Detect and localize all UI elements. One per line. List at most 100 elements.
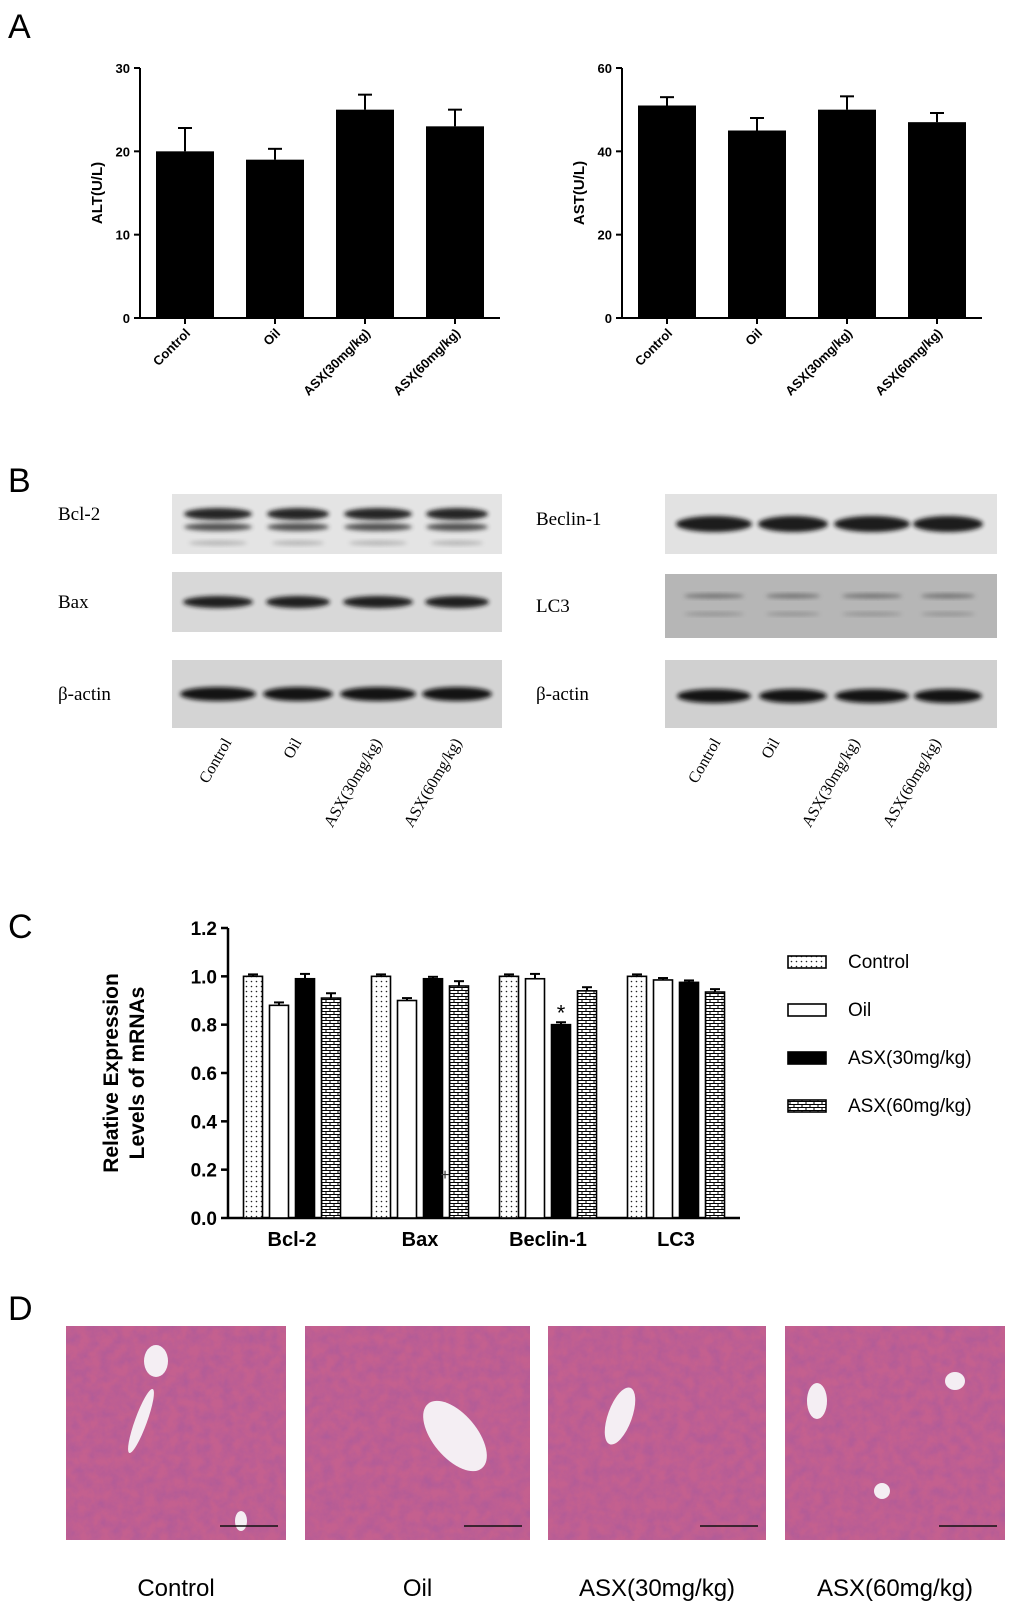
x-tick-label-oil: Oil (742, 326, 765, 349)
y-tick-label: 1.0 (191, 967, 217, 988)
bar-bcl-2-oil (268, 1004, 290, 1219)
histology-image-asx-60mg-kg (785, 1326, 1005, 1540)
bar-asx-60mg-kg (908, 122, 966, 319)
histology-caption-oil: Oil (403, 1575, 432, 1602)
legend-label-asx-30mg-kg: ASX(30mg/kg) (848, 1048, 972, 1069)
left-lane-label-asx-60mg-kg: ASX(60mg/kg) (401, 736, 466, 831)
left-band-bcl-2-asx-30mg-kg (344, 523, 412, 531)
bar-bcl-2-control (242, 975, 264, 1219)
right-band-actin-asx-30mg-kg (835, 689, 909, 703)
left-lane-label-oil: Oil (281, 735, 306, 762)
panel-label-d: D (8, 1290, 33, 1328)
left-band-bcl-2-asx-60mg-kg (431, 540, 483, 546)
right-band-beclin-1-asx-30mg-kg (834, 516, 910, 532)
left-band-bcl-2-control (184, 508, 252, 520)
x-tick-label-asx-30mg-kg: ASX(30mg/kg) (300, 326, 373, 399)
y-tick-label: 0.6 (191, 1064, 217, 1085)
legend-label-asx-60mg-kg: ASX(60mg/kg) (848, 1096, 972, 1117)
right-band-actin-oil (759, 689, 827, 703)
y-tick-label: 20 (598, 228, 612, 243)
right-row-label-lc3: LC3 (536, 596, 570, 617)
bar-bcl-2-asx-30mg-kg (294, 977, 316, 1219)
y-tick-label: 20 (116, 144, 130, 159)
y-tick-label: 0.4 (191, 1112, 218, 1133)
right-row-label-actin: β-actin (536, 684, 589, 705)
bar-bax-asx-60mg-kg (448, 985, 470, 1219)
histology-caption-asx-60mg-kg: ASX(60mg/kg) (817, 1575, 973, 1602)
left-band-bcl-2-oil (267, 523, 329, 531)
right-band-lc3-asx-30mg-kg (842, 593, 902, 599)
y-tick-label: 0 (605, 311, 612, 326)
legend-swatch-asx-30mg-kg (787, 1051, 827, 1065)
right-lane-label-asx-30mg-kg: ASX(30mg/kg) (799, 736, 864, 831)
left-band-bax-oil (266, 596, 330, 608)
left-band-bax-asx-30mg-kg (343, 596, 413, 608)
left-row-label-actin: β-actin (58, 684, 111, 705)
x-tick-label-bax: Bax (402, 1229, 439, 1251)
left-band-bax-control (183, 596, 253, 608)
x-tick-label-asx-60mg-kg: ASX(60mg/kg) (872, 326, 945, 399)
alt-bar-chart: 0 10 20 30 ALT(U/L) Control Oil ASX(30mg/kg) ASX… (89, 61, 500, 398)
tissue-section (548, 1326, 766, 1540)
right-band-lc3-oil (766, 612, 820, 616)
central-vein (874, 1483, 890, 1499)
histology-caption-control: Control (137, 1575, 214, 1602)
x-tick-label-bcl-2: Bcl-2 (268, 1229, 317, 1251)
y-tick-label: 0.0 (191, 1209, 217, 1230)
bar-control (156, 151, 214, 318)
y-axis-title-line: Relative Expression (100, 973, 123, 1173)
annotation-plus: + (440, 1167, 449, 1184)
left-band-actin-oil (263, 687, 333, 701)
central-vein (128, 1388, 154, 1454)
bar-beclin-1-oil (524, 977, 546, 1219)
bar-control (638, 105, 696, 318)
right-lane-label-asx-60mg-kg: ASX(60mg/kg) (880, 736, 945, 831)
bar-asx-30mg-kg (818, 109, 876, 319)
left-row-label-bcl-2: Bcl-2 (58, 504, 100, 525)
right-lane-label-oil: Oil (759, 735, 784, 762)
right-band-actin-asx-60mg-kg (914, 689, 982, 703)
x-tick-label-control: Control (632, 326, 675, 369)
right-band-lc3-asx-60mg-kg (921, 612, 975, 616)
x-tick-label-control: Control (150, 326, 193, 369)
central-vein (235, 1511, 247, 1531)
panel-label-a: A (8, 8, 31, 46)
left-band-bcl-2-oil (267, 508, 329, 520)
left-band-bax-asx-60mg-kg (425, 596, 489, 608)
legend-label-oil: Oil (848, 1000, 871, 1021)
histology-image-oil (305, 1326, 530, 1540)
left-band-actin-asx-60mg-kg (422, 687, 492, 701)
left-lane-label-control: Control (196, 735, 235, 786)
panel-label-c: C (8, 908, 33, 946)
bar-lc3-oil (652, 979, 674, 1219)
y-tick-label: 0.2 (191, 1161, 217, 1182)
legend-label-control: Control (848, 952, 909, 973)
histology-image-control (66, 1326, 286, 1540)
right-band-lc3-asx-60mg-kg (921, 593, 975, 599)
y-tick-label: 40 (598, 144, 612, 159)
right-band-beclin-1-oil (758, 516, 828, 532)
left-row-label-bax: Bax (58, 592, 89, 613)
x-tick-label-lc3: LC3 (657, 1229, 695, 1251)
bar-lc3-control (626, 975, 648, 1219)
left-band-bcl-2-control (184, 523, 252, 531)
y-axis-title: Relative Expression Levels of mRNAs (100, 973, 149, 1173)
x-tick-label-beclin-1: Beclin-1 (509, 1229, 587, 1251)
x-tick-label-asx-30mg-kg: ASX(30mg/kg) (782, 326, 855, 399)
bar-lc3-asx-60mg-kg (704, 991, 726, 1219)
left-lane-label-asx-30mg-kg: ASX(30mg/kg) (321, 736, 386, 831)
tissue-section (305, 1326, 530, 1540)
right-band-beclin-1-asx-60mg-kg (913, 516, 983, 532)
left-band-bcl-2-asx-60mg-kg (426, 508, 488, 520)
left-band-bcl-2-asx-30mg-kg (344, 508, 412, 520)
bar-bcl-2-asx-60mg-kg (320, 997, 342, 1219)
right-band-lc3-control (684, 612, 744, 616)
y-tick-label: 30 (116, 61, 130, 76)
ast-bar-chart: 0 20 40 60 AST(U/L) Control Oil ASX(30mg/kg) ASX… (571, 61, 982, 398)
histology-caption-asx-30mg-kg: ASX(30mg/kg) (579, 1575, 735, 1602)
right-band-beclin-1-control (676, 516, 752, 532)
left-band-actin-control (180, 687, 256, 701)
bar-oil (246, 159, 304, 318)
y-tick-label: 10 (116, 228, 130, 243)
